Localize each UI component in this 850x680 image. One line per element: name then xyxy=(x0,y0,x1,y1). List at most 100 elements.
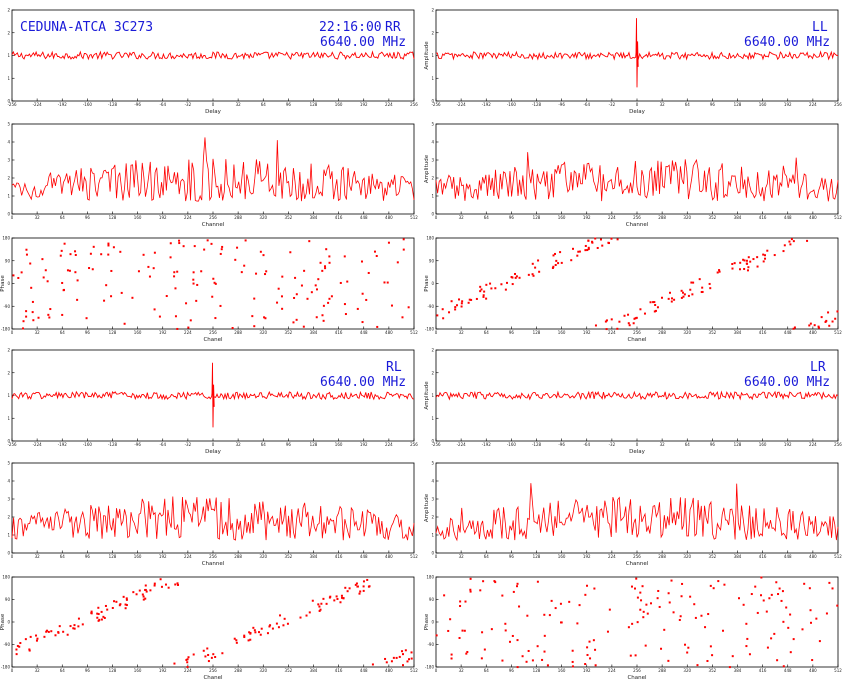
lr-channel-xtick-label: 320 xyxy=(683,554,691,559)
lr-phase-point xyxy=(640,599,643,602)
ll-channel-ytick-label: 1 xyxy=(431,194,434,199)
lr-delay-xtick-label: 0 xyxy=(636,442,639,447)
rr-channel-xtick-label: 64 xyxy=(60,215,66,220)
rr-phase-point xyxy=(367,271,370,274)
rl-phase-point xyxy=(259,633,262,636)
rl-phase-point xyxy=(122,595,125,598)
lr-phase-point xyxy=(516,582,519,585)
lr-phase-point xyxy=(770,637,773,640)
rr-phase-point xyxy=(294,276,297,279)
ll-phase-point xyxy=(551,267,554,270)
ll-phase-point xyxy=(756,256,759,259)
rl-channel-xlabel: Channel xyxy=(202,561,225,567)
rl-frequency-label: 6640.00 MHz xyxy=(320,375,406,390)
rr-phase-point xyxy=(25,248,28,251)
ll-channel-xtick-label: 96 xyxy=(509,215,515,220)
rl-delay-plot: -256 -224 -192 -160 -128 -96 -64 -32 0 32 64 96 128 1… xyxy=(7,348,418,456)
lr-phase-point xyxy=(693,603,696,606)
rr-phase-point xyxy=(37,316,40,319)
rl-phase-point xyxy=(97,619,100,622)
ll-phase-point xyxy=(820,316,823,319)
ll-phase-point xyxy=(731,267,734,270)
ll-phase-point xyxy=(745,259,748,262)
rr-phase-point xyxy=(343,303,346,306)
ll-channel-xtick-label: 320 xyxy=(683,215,691,220)
ll-phase-point xyxy=(461,300,464,303)
ll-channel-xtick-label: 64 xyxy=(484,215,490,220)
rr-phase-point xyxy=(322,319,325,322)
rr-phase-point xyxy=(210,242,213,245)
lr-channel-ylabel: Amplitude xyxy=(424,493,430,522)
lr-phase-point xyxy=(722,629,725,632)
ll-phase-point xyxy=(709,287,712,290)
rr-channel-xtick-label: 128 xyxy=(109,215,117,220)
rr-phase-point xyxy=(193,245,196,248)
ll-phase-point xyxy=(554,264,557,267)
ll-phase-point xyxy=(490,287,493,290)
rl-phase-point xyxy=(62,630,65,633)
rr-phase-xtick-label: 480 xyxy=(385,330,393,335)
lr-delay-xtick-label: -192 xyxy=(482,442,492,447)
rr-phase-point xyxy=(361,292,364,295)
rl-phase-point xyxy=(333,599,336,602)
ll-phase-point xyxy=(623,314,626,317)
ll-phase-point xyxy=(454,306,457,309)
rl-delay-xtick-label: 96 xyxy=(286,442,292,447)
rr-phase-point xyxy=(396,261,399,264)
ll-phase-point xyxy=(584,244,587,247)
lr-phase-point xyxy=(775,581,778,584)
rr-phase-point xyxy=(173,271,176,274)
rr-phase-point xyxy=(107,244,110,247)
lr-delay-xtick-label: 128 xyxy=(734,442,742,447)
lr-phase-point xyxy=(656,597,659,600)
rl-phase-point xyxy=(204,655,207,658)
lr-phase-point xyxy=(808,587,811,590)
rl-phase-point xyxy=(322,597,325,600)
lr-phase-point xyxy=(586,584,589,587)
lr-delay-xtick-label: -96 xyxy=(558,442,565,447)
ll-phase-point xyxy=(504,288,507,291)
rr-phase-point xyxy=(185,302,188,305)
rr-phase-point xyxy=(277,287,280,290)
lr-phase-point xyxy=(766,646,769,649)
lr-phase-point xyxy=(466,650,469,653)
rr-phase-point xyxy=(25,310,28,313)
rr-delay-ytick-label: 2 xyxy=(7,8,10,13)
rr-phase-xtick-label: 288 xyxy=(234,330,242,335)
lr-phase-point xyxy=(636,621,639,624)
ll-phase-point xyxy=(747,256,750,259)
ll-channel-xtick-label: 352 xyxy=(709,215,717,220)
ll-phase-point xyxy=(782,250,785,253)
rl-phase-point xyxy=(243,636,246,639)
rr-delay-xtick-label: 32 xyxy=(236,102,242,107)
lr-phase-point xyxy=(634,654,637,657)
lr-phase-point xyxy=(658,605,661,608)
ll-phase-point xyxy=(485,297,488,300)
ll-phase-point xyxy=(571,247,574,250)
ll-phase-point xyxy=(599,238,602,241)
ll-phase-point xyxy=(587,239,590,242)
ll-channel-xtick-label: 256 xyxy=(633,215,641,220)
rr-phase-point xyxy=(25,253,28,256)
rl-phase-point xyxy=(77,625,80,628)
rl-delay-ytick-label: 2 xyxy=(7,348,10,353)
lr-delay-xtick-label: 192 xyxy=(784,442,792,447)
ll-phase-point xyxy=(682,291,685,294)
rr-phase-point xyxy=(137,270,140,273)
rr-delay-xtick-label: -32 xyxy=(185,102,192,107)
lr-phase-point xyxy=(639,608,642,611)
rl-phase-point xyxy=(341,596,344,599)
ll-phase-point xyxy=(470,298,473,301)
rr-phase-point xyxy=(365,298,368,301)
lr-phase-point xyxy=(679,615,682,618)
rr-frequency-label: 6640.00 MHz xyxy=(320,35,406,50)
lr-phase-point xyxy=(469,590,472,593)
ll-phase-point xyxy=(654,304,657,307)
ll-phase-point xyxy=(527,273,530,276)
rr-channel-xlabel: Channel xyxy=(202,222,225,228)
rr-delay-xtick-label: 256 xyxy=(410,102,418,107)
lr-phase-point xyxy=(745,645,748,648)
rr-phase-point xyxy=(264,273,267,276)
lr-phase-point xyxy=(782,620,785,623)
ll-phase-point xyxy=(515,275,518,278)
